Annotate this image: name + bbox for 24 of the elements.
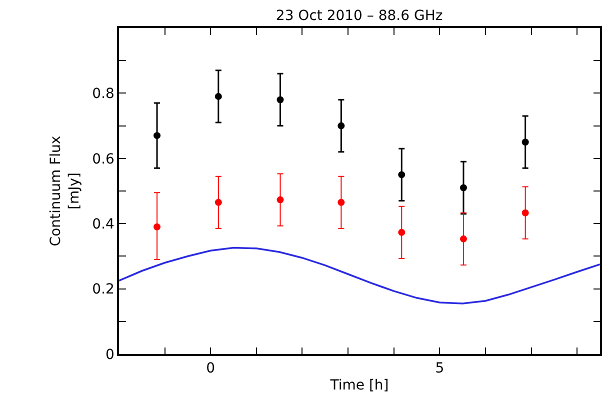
x-axis-title: Time [h] — [329, 377, 389, 394]
chart-title: 23 Oct 2010 – 88.6 GHz — [276, 8, 443, 24]
point — [398, 228, 406, 236]
y-tick-label: 0.8 — [92, 86, 114, 102]
point — [276, 96, 284, 104]
y-tick-label: 0 — [106, 346, 114, 363]
y-tick-label: 0.2 — [92, 282, 114, 298]
point — [522, 209, 529, 216]
y-axis-title: Continuum Flux [mJy] — [48, 136, 82, 246]
point — [460, 184, 467, 192]
point — [214, 92, 222, 100]
line-series — [119, 246, 600, 304]
point — [154, 132, 161, 140]
point — [460, 235, 467, 242]
point — [398, 171, 406, 178]
y-tick-label: 0.6 — [92, 151, 115, 168]
x-tick-label: 5 — [435, 360, 444, 377]
point — [338, 198, 345, 206]
point — [276, 196, 284, 204]
point — [338, 122, 345, 130]
y-tick-label: 0.4 — [92, 216, 115, 232]
point — [522, 138, 529, 146]
point — [154, 223, 161, 230]
point — [214, 198, 222, 206]
